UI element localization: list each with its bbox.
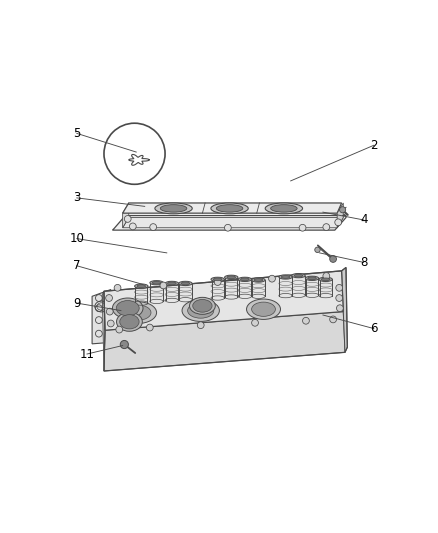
- Text: 6: 6: [370, 322, 378, 335]
- Ellipse shape: [117, 312, 142, 332]
- Ellipse shape: [116, 301, 139, 316]
- Ellipse shape: [137, 285, 145, 287]
- Ellipse shape: [216, 205, 243, 212]
- Circle shape: [120, 341, 128, 349]
- Ellipse shape: [134, 284, 148, 288]
- Polygon shape: [104, 271, 343, 330]
- Ellipse shape: [187, 303, 214, 318]
- Circle shape: [303, 317, 309, 324]
- Ellipse shape: [213, 278, 222, 281]
- Circle shape: [224, 224, 231, 231]
- Polygon shape: [123, 203, 129, 228]
- Text: 4: 4: [360, 213, 367, 227]
- Ellipse shape: [247, 299, 280, 319]
- Text: 11: 11: [80, 348, 95, 360]
- Text: 3: 3: [73, 191, 81, 204]
- Ellipse shape: [182, 300, 219, 321]
- Ellipse shape: [155, 203, 192, 214]
- Ellipse shape: [125, 305, 151, 320]
- Circle shape: [336, 305, 343, 312]
- Circle shape: [106, 308, 113, 315]
- Polygon shape: [337, 203, 343, 228]
- Circle shape: [130, 223, 136, 230]
- Ellipse shape: [193, 300, 212, 312]
- Polygon shape: [123, 203, 342, 213]
- Ellipse shape: [165, 281, 179, 286]
- Ellipse shape: [305, 276, 319, 280]
- Circle shape: [315, 247, 320, 253]
- Circle shape: [323, 224, 330, 230]
- Circle shape: [330, 256, 336, 262]
- Ellipse shape: [113, 298, 143, 318]
- Circle shape: [323, 272, 330, 279]
- Circle shape: [251, 319, 258, 326]
- Ellipse shape: [120, 314, 139, 329]
- Ellipse shape: [279, 275, 292, 279]
- Circle shape: [150, 224, 156, 230]
- Ellipse shape: [181, 282, 190, 285]
- Circle shape: [299, 224, 306, 231]
- Ellipse shape: [150, 280, 163, 285]
- Text: 5: 5: [73, 127, 81, 140]
- Ellipse shape: [308, 277, 316, 280]
- Circle shape: [106, 295, 113, 302]
- Ellipse shape: [119, 302, 157, 324]
- Ellipse shape: [179, 281, 192, 286]
- Ellipse shape: [251, 302, 276, 317]
- Text: 2: 2: [370, 139, 378, 152]
- Ellipse shape: [225, 275, 238, 279]
- Circle shape: [124, 215, 131, 222]
- Circle shape: [197, 322, 204, 328]
- Circle shape: [160, 282, 167, 289]
- Ellipse shape: [294, 274, 303, 277]
- Polygon shape: [104, 312, 345, 371]
- Circle shape: [114, 285, 121, 291]
- Polygon shape: [342, 268, 347, 352]
- Ellipse shape: [190, 297, 215, 314]
- Ellipse shape: [319, 277, 332, 281]
- Text: 10: 10: [69, 232, 84, 245]
- Ellipse shape: [321, 278, 330, 281]
- Polygon shape: [113, 215, 346, 230]
- Text: 8: 8: [360, 256, 367, 269]
- Circle shape: [268, 275, 276, 282]
- Ellipse shape: [265, 203, 303, 214]
- Ellipse shape: [252, 278, 265, 282]
- Ellipse shape: [160, 205, 187, 212]
- Ellipse shape: [152, 281, 161, 284]
- Circle shape: [146, 324, 153, 331]
- Ellipse shape: [211, 277, 224, 281]
- Circle shape: [214, 279, 221, 286]
- Circle shape: [339, 207, 346, 213]
- Ellipse shape: [211, 203, 248, 214]
- Circle shape: [336, 285, 343, 291]
- Circle shape: [116, 326, 123, 333]
- Circle shape: [335, 219, 342, 225]
- Ellipse shape: [240, 278, 249, 281]
- Ellipse shape: [292, 273, 305, 278]
- Circle shape: [107, 320, 114, 327]
- Polygon shape: [102, 291, 105, 371]
- Ellipse shape: [281, 276, 290, 278]
- Ellipse shape: [238, 277, 251, 281]
- Ellipse shape: [227, 276, 236, 279]
- Text: 7: 7: [73, 259, 81, 272]
- Ellipse shape: [168, 282, 176, 285]
- Ellipse shape: [254, 279, 263, 281]
- Circle shape: [336, 295, 343, 302]
- Polygon shape: [92, 289, 113, 344]
- Ellipse shape: [271, 205, 297, 212]
- Text: 9: 9: [73, 296, 81, 310]
- Circle shape: [330, 316, 336, 323]
- Polygon shape: [123, 217, 343, 228]
